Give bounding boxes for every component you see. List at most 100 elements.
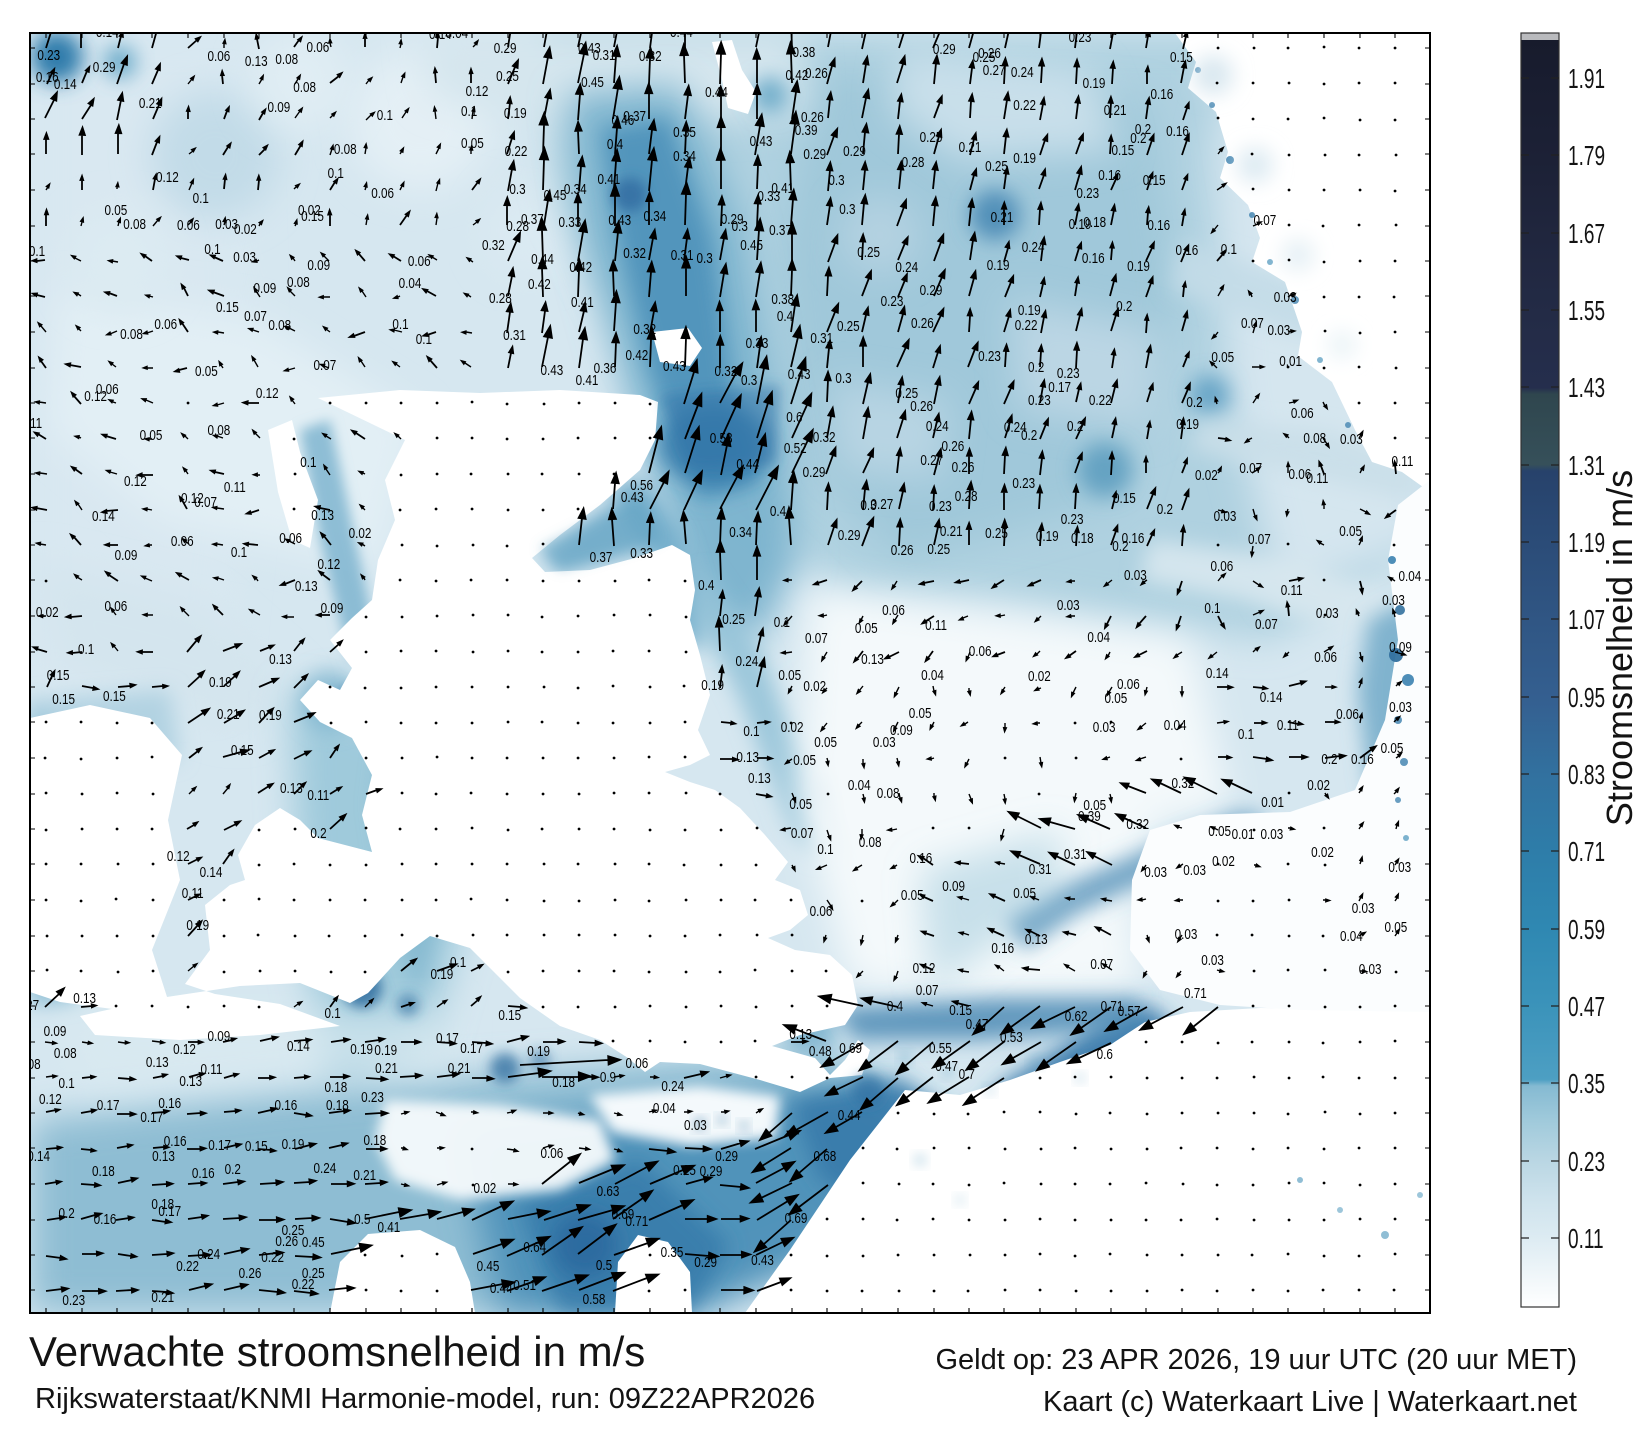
svg-text:0.2: 0.2 (1157, 501, 1173, 518)
svg-text:0.05: 0.05 (901, 887, 924, 904)
svg-text:0.05: 0.05 (1381, 740, 1404, 757)
svg-text:0.29: 0.29 (920, 282, 943, 299)
svg-text:0.12: 0.12 (84, 388, 107, 405)
svg-text:0.43: 0.43 (663, 358, 686, 375)
svg-text:0.18: 0.18 (552, 1074, 575, 1091)
svg-text:0.21: 0.21 (448, 1060, 471, 1077)
svg-text:0.19: 0.19 (504, 105, 527, 122)
svg-text:0.32: 0.32 (482, 237, 505, 254)
svg-text:0.15: 0.15 (231, 742, 254, 759)
svg-text:0.34: 0.34 (729, 524, 752, 541)
svg-text:0.1: 0.1 (450, 954, 466, 971)
svg-text:0.24: 0.24 (661, 1078, 684, 1095)
svg-text:0.25: 0.25 (895, 385, 918, 402)
svg-text:0.29: 0.29 (700, 1163, 723, 1180)
svg-text:0.11: 0.11 (1392, 453, 1414, 470)
svg-text:0.06: 0.06 (171, 533, 194, 550)
svg-text:0.43: 0.43 (578, 40, 601, 57)
svg-text:0.15: 0.15 (301, 208, 324, 225)
svg-text:0.13: 0.13 (1025, 931, 1048, 948)
svg-text:0.13: 0.13 (269, 651, 292, 668)
svg-text:0.53: 0.53 (1000, 1029, 1023, 1046)
svg-text:1.19: 1.19 (1568, 527, 1605, 559)
svg-text:0.05: 0.05 (1208, 823, 1231, 840)
svg-text:0.6: 0.6 (1097, 1046, 1113, 1063)
svg-text:0.15: 0.15 (52, 691, 75, 708)
svg-text:0.9: 0.9 (600, 1069, 616, 1086)
svg-text:0.38: 0.38 (792, 44, 815, 61)
svg-text:0.39: 0.39 (795, 122, 818, 139)
svg-text:0.22: 0.22 (1015, 317, 1038, 334)
svg-text:0.26: 0.26 (910, 398, 933, 415)
svg-text:0.05: 0.05 (140, 427, 163, 444)
svg-text:0.14: 0.14 (92, 508, 115, 525)
svg-text:0.71: 0.71 (1568, 836, 1605, 868)
svg-text:0.24: 0.24 (736, 653, 759, 670)
svg-text:0.19: 0.19 (431, 966, 454, 983)
svg-text:0.02: 0.02 (349, 525, 372, 542)
svg-text:0.37: 0.37 (590, 549, 613, 566)
svg-text:0.2: 0.2 (310, 825, 326, 842)
svg-text:0.47: 0.47 (935, 1058, 958, 1075)
svg-text:0.05: 0.05 (814, 734, 837, 751)
svg-text:0.06: 0.06 (1291, 405, 1314, 422)
svg-text:0.03: 0.03 (1389, 699, 1412, 716)
svg-text:0.37: 0.37 (521, 211, 544, 228)
svg-text:0.2: 0.2 (1321, 751, 1337, 768)
svg-text:0.12: 0.12 (173, 1041, 196, 1058)
svg-text:0.26: 0.26 (891, 542, 914, 559)
svg-text:0.25: 0.25 (673, 1162, 696, 1179)
svg-text:0.11: 0.11 (925, 617, 947, 634)
svg-text:0.03: 0.03 (1093, 719, 1116, 736)
svg-text:0.31: 0.31 (671, 247, 694, 264)
svg-text:0.42: 0.42 (626, 347, 649, 364)
svg-text:0.17: 0.17 (460, 1040, 483, 1057)
svg-text:0.13: 0.13 (295, 578, 318, 595)
svg-text:0.08: 0.08 (207, 422, 230, 439)
svg-text:0.26: 0.26 (239, 1265, 262, 1282)
svg-text:0.06: 0.06 (1117, 676, 1140, 693)
svg-text:0.04: 0.04 (445, 25, 468, 42)
svg-text:0.26: 0.26 (275, 1233, 298, 1250)
svg-text:0.14: 0.14 (429, 26, 452, 43)
svg-text:0.3: 0.3 (835, 370, 851, 387)
svg-text:0.13: 0.13 (280, 780, 303, 797)
svg-text:0.04: 0.04 (399, 275, 422, 292)
svg-text:0.17: 0.17 (140, 1109, 163, 1126)
svg-text:0.45: 0.45 (544, 187, 567, 204)
svg-text:0.06: 0.06 (307, 39, 330, 56)
svg-text:0.03: 0.03 (873, 734, 896, 751)
svg-text:0.33: 0.33 (558, 214, 581, 231)
svg-text:0.06: 0.06 (96, 381, 119, 398)
svg-text:0.24: 0.24 (1011, 64, 1034, 81)
svg-text:0.26: 0.26 (978, 45, 1001, 62)
svg-text:0.5: 0.5 (596, 1257, 612, 1274)
svg-text:0.29: 0.29 (715, 1148, 738, 1165)
svg-text:0.04: 0.04 (1087, 629, 1110, 646)
svg-text:0.2: 0.2 (225, 1161, 241, 1178)
svg-text:0.07: 0.07 (1253, 212, 1276, 229)
svg-text:0.1: 0.1 (204, 241, 220, 258)
svg-text:0.13: 0.13 (789, 1026, 812, 1043)
svg-text:0.03: 0.03 (1124, 567, 1147, 584)
svg-text:0.71: 0.71 (626, 1213, 649, 1230)
svg-text:0.03: 0.03 (1382, 592, 1405, 609)
svg-text:0.11: 0.11 (1281, 582, 1303, 599)
svg-text:0.16: 0.16 (1166, 123, 1189, 140)
svg-text:0.23: 0.23 (62, 1292, 85, 1309)
svg-text:0.35: 0.35 (1568, 1068, 1605, 1100)
svg-text:0.02: 0.02 (1307, 777, 1330, 794)
svg-text:0.15: 0.15 (949, 1002, 972, 1019)
svg-text:0.23: 0.23 (881, 293, 904, 310)
svg-text:0.41: 0.41 (378, 1219, 401, 1236)
svg-text:0.02: 0.02 (473, 1180, 496, 1197)
svg-text:0.19: 0.19 (527, 1043, 550, 1060)
svg-text:0.07: 0.07 (1239, 460, 1262, 477)
svg-text:0.71: 0.71 (1184, 985, 1207, 1002)
svg-text:0.02: 0.02 (1195, 467, 1218, 484)
svg-text:1.67: 1.67 (1568, 218, 1605, 250)
svg-text:0.02: 0.02 (298, 202, 321, 219)
svg-text:0.1: 0.1 (1204, 600, 1220, 617)
svg-text:0.18: 0.18 (1083, 214, 1106, 231)
svg-text:0.09: 0.09 (115, 547, 138, 564)
